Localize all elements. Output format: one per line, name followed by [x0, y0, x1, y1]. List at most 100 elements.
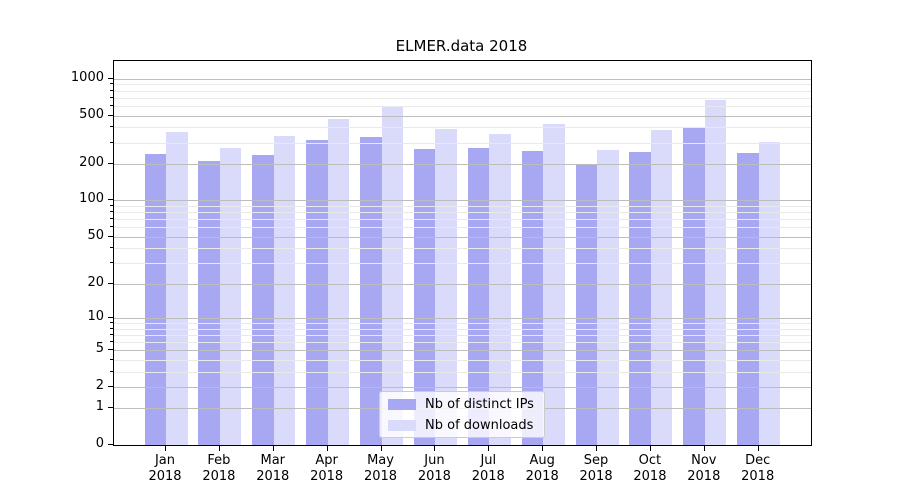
x-tick-label-jul: Jul 2018 — [460, 453, 516, 485]
x-tick-label-nov: Nov 2018 — [676, 453, 732, 485]
bar-nb-of-distinct-ips-apr — [306, 139, 328, 445]
y-minor-tick-mark — [110, 211, 113, 213]
y-tick-label: 200 — [79, 154, 104, 170]
x-tick-month: Dec — [745, 453, 771, 468]
y-tick-mark — [108, 407, 113, 409]
y-tick-mark — [108, 316, 113, 318]
legend-row-downloads: Nb of downloads — [388, 417, 536, 434]
gridline-minor — [114, 248, 811, 250]
y-tick-label: 500 — [79, 106, 104, 122]
y-minor-tick-mark — [110, 83, 113, 85]
gridline-minor — [114, 205, 811, 207]
x-tick-year: 2018 — [525, 469, 559, 484]
chart-title: ELMER.data 2018 — [395, 37, 528, 55]
x-tick-year: 2018 — [741, 469, 775, 484]
bar-nb-of-downloads-feb — [219, 147, 242, 445]
y-minor-tick-mark — [110, 126, 113, 128]
y-tick-label: 10 — [87, 308, 104, 324]
gridline-minor — [114, 84, 811, 86]
x-tick-month: May — [367, 453, 394, 468]
legend-label-distinct-ips: Nb of distinct IPs — [425, 396, 534, 412]
gridline-major — [114, 115, 811, 117]
x-tick-month: Apr — [315, 453, 338, 468]
x-tick-year: 2018 — [687, 469, 721, 484]
y-tick-mark — [108, 282, 113, 284]
y-tick-label: 0 — [95, 436, 104, 451]
plot-area — [113, 60, 812, 446]
bar-nb-of-downloads-jan — [166, 132, 188, 445]
bar-nb-of-downloads-dec — [758, 141, 781, 445]
bar-nb-of-downloads-oct — [650, 130, 673, 445]
x-tick-mark — [488, 445, 490, 451]
gridline-minor — [114, 334, 811, 336]
bar-nb-of-downloads-jul — [489, 134, 511, 445]
bar-nb-of-downloads-nov — [704, 100, 727, 445]
gridline-major — [114, 163, 811, 165]
x-tick-month: Sep — [583, 453, 609, 468]
gridline-minor — [114, 322, 811, 324]
y-minor-tick-mark — [110, 226, 113, 228]
x-tick-year: 2018 — [471, 469, 505, 484]
y-tick-label: 2 — [95, 377, 104, 393]
x-tick-mark — [703, 445, 705, 451]
x-tick-month: Mar — [260, 453, 286, 468]
bar-nb-of-distinct-ips-sep — [575, 164, 598, 445]
y-tick-label: 50 — [87, 227, 104, 243]
gridline-minor — [114, 371, 811, 373]
gridline-minor — [114, 105, 811, 107]
x-tick-month: Jun — [424, 453, 445, 468]
gridline-minor — [114, 227, 811, 229]
gridline-major — [114, 350, 811, 352]
gridline-major — [114, 200, 811, 202]
y-tick-mark — [108, 235, 113, 237]
y-tick-label: 100 — [79, 191, 104, 207]
y-minor-tick-mark — [110, 333, 113, 335]
y-minor-tick-mark — [110, 247, 113, 249]
x-tick-label-aug: Aug 2018 — [514, 453, 570, 485]
legend-label-downloads: Nb of downloads — [425, 417, 534, 433]
bar-nb-of-downloads-jun — [435, 128, 457, 445]
x-tick-month: Aug — [529, 453, 555, 468]
y-minor-tick-mark — [110, 358, 113, 360]
x-tick-year: 2018 — [310, 469, 344, 484]
bar-nb-of-distinct-ips-feb — [198, 160, 220, 445]
x-tick-label-feb: Feb 2018 — [191, 453, 247, 485]
x-tick-mark — [542, 445, 544, 451]
y-minor-tick-mark — [110, 96, 113, 98]
x-tick-label-jun: Jun 2018 — [406, 453, 462, 485]
gridline-minor — [114, 97, 811, 99]
gridline-minor — [114, 219, 811, 221]
x-tick-mark — [218, 445, 220, 451]
gridline-minor — [114, 212, 811, 214]
x-tick-label-apr: Apr 2018 — [299, 453, 355, 485]
y-minor-tick-mark — [110, 104, 113, 106]
legend-swatch-distinct-ips-icon — [388, 398, 416, 410]
x-tick-mark — [649, 445, 651, 451]
x-tick-mark — [326, 445, 328, 451]
y-minor-tick-mark — [110, 327, 113, 329]
gridline-minor — [114, 341, 811, 343]
x-tick-year: 2018 — [417, 469, 451, 484]
x-tick-year: 2018 — [633, 469, 667, 484]
gridline-minor — [114, 127, 811, 129]
x-tick-mark — [434, 445, 436, 451]
y-minor-tick-mark — [110, 89, 113, 91]
x-tick-mark — [380, 445, 382, 451]
x-tick-mark — [272, 445, 274, 451]
y-minor-tick-mark — [110, 340, 113, 342]
y-tick-mark — [108, 199, 113, 201]
y-tick-label: 1 — [95, 399, 104, 415]
bar-nb-of-distinct-ips-may — [360, 137, 382, 445]
y-minor-tick-mark — [110, 204, 113, 206]
x-tick-label-may: May 2018 — [353, 453, 409, 485]
legend-row-distinct-ips: Nb of distinct IPs — [388, 396, 536, 413]
x-tick-mark — [757, 445, 759, 451]
x-tick-year: 2018 — [579, 469, 613, 484]
grid-layer — [114, 61, 811, 445]
y-tick-mark — [108, 114, 113, 116]
x-tick-mark — [596, 445, 598, 451]
y-tick-label: 20 — [87, 274, 104, 290]
y-tick-mark — [108, 77, 113, 79]
x-tick-month: Nov — [691, 453, 717, 468]
